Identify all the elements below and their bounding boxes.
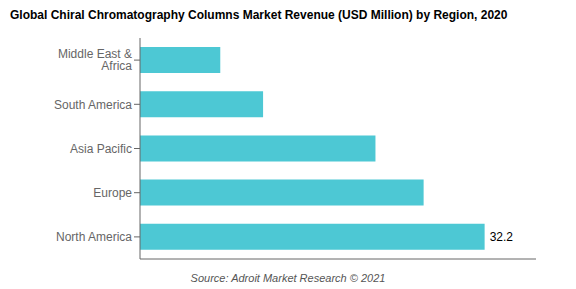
svg-text:32.2: 32.2 — [490, 230, 514, 244]
svg-text:Europe: Europe — [93, 186, 132, 200]
svg-text:South America: South America — [54, 98, 132, 112]
svg-text:Middle East &Africa: Middle East &Africa — [58, 47, 132, 73]
html-text:Source: Adroit Market Research: Source: Adroit Market Research © 2021 — [190, 272, 386, 284]
html-text:Global Chiral Chromatography C: Global Chiral Chromatography Columns Mar… — [10, 8, 508, 22]
svg-text:North America: North America — [56, 230, 132, 244]
svg-text:Asia Pacific: Asia Pacific — [70, 142, 132, 156]
